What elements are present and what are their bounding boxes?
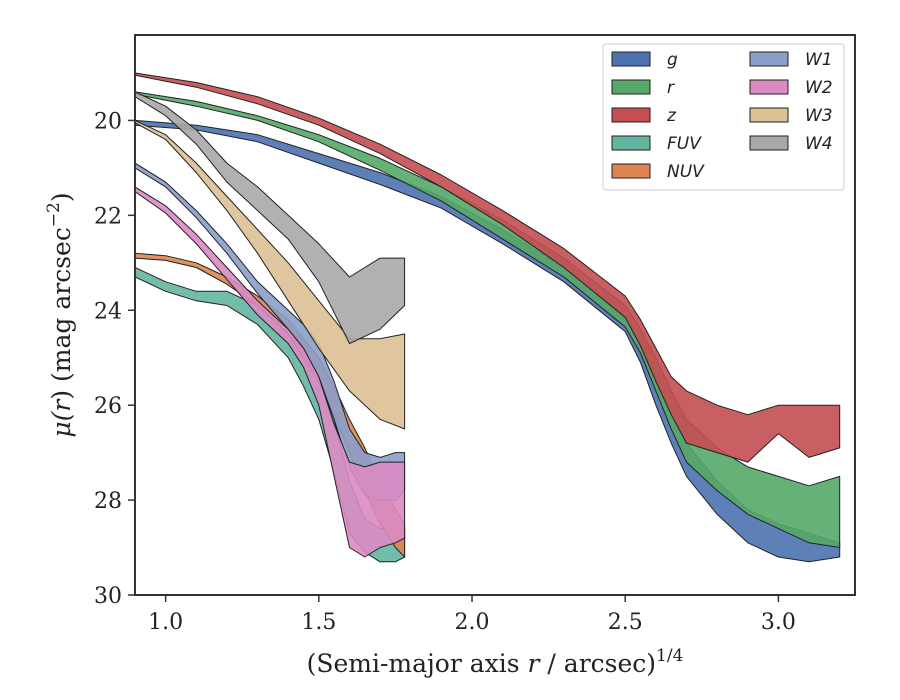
x-axis-label: (Semi-major axis r / arcsec)1/4 [307, 646, 684, 678]
series-band-w2 [135, 186, 406, 558]
series-band-z [135, 72, 841, 463]
y-tick-label: 22 [94, 204, 122, 229]
legend-swatch-r [611, 79, 651, 95]
plot-frame [134, 34, 856, 596]
y-tick-label: 28 [94, 489, 122, 514]
y-tick-label: 20 [94, 109, 122, 134]
series-layer [135, 72, 841, 563]
legend-swatch-g [611, 51, 651, 67]
series-band-w4 [135, 91, 406, 344]
legend-label-g: g [667, 50, 678, 70]
legend-swatch-w2 [749, 79, 789, 95]
series-band-w3 [135, 119, 406, 430]
legend-swatch-w1 [749, 51, 789, 67]
x-tick-label: 2.5 [608, 610, 643, 635]
legend-label-fuv: FUV [667, 134, 702, 154]
legend-label-w3: W3 [805, 106, 833, 126]
legend-label-w1: W1 [805, 50, 833, 70]
legend-label-z: z [666, 106, 677, 126]
legend-swatch-nuv [611, 163, 651, 179]
x-tick-label: 1.0 [148, 610, 183, 635]
legend-label-w4: W4 [805, 134, 833, 154]
x-tick-label: 3.0 [761, 610, 796, 635]
legend-label-w2: W2 [805, 78, 833, 98]
y-tick-label: 30 [94, 584, 122, 609]
legend-label-r: r [667, 78, 675, 98]
y-tick-label: 26 [94, 394, 122, 419]
axis-ticks: 1.0 1.5 2.0 2.5 3.0 20 22 24 26 28 30 [94, 109, 796, 635]
y-axis-label: μ(r) (mag arcsec−2) [44, 192, 76, 437]
legend: grz FUV NUV W1 W2 W3 W4 [602, 43, 845, 191]
x-tick-label: 2.0 [455, 610, 490, 635]
legend-swatch-z [611, 107, 651, 123]
legend-swatch-fuv [611, 135, 651, 151]
legend-label-nuv: NUV [667, 162, 705, 182]
x-tick-label: 1.5 [301, 610, 336, 635]
legend-swatch-w3 [749, 107, 789, 123]
legend-swatch-w4 [749, 135, 789, 151]
y-tick-label: 24 [94, 299, 122, 324]
